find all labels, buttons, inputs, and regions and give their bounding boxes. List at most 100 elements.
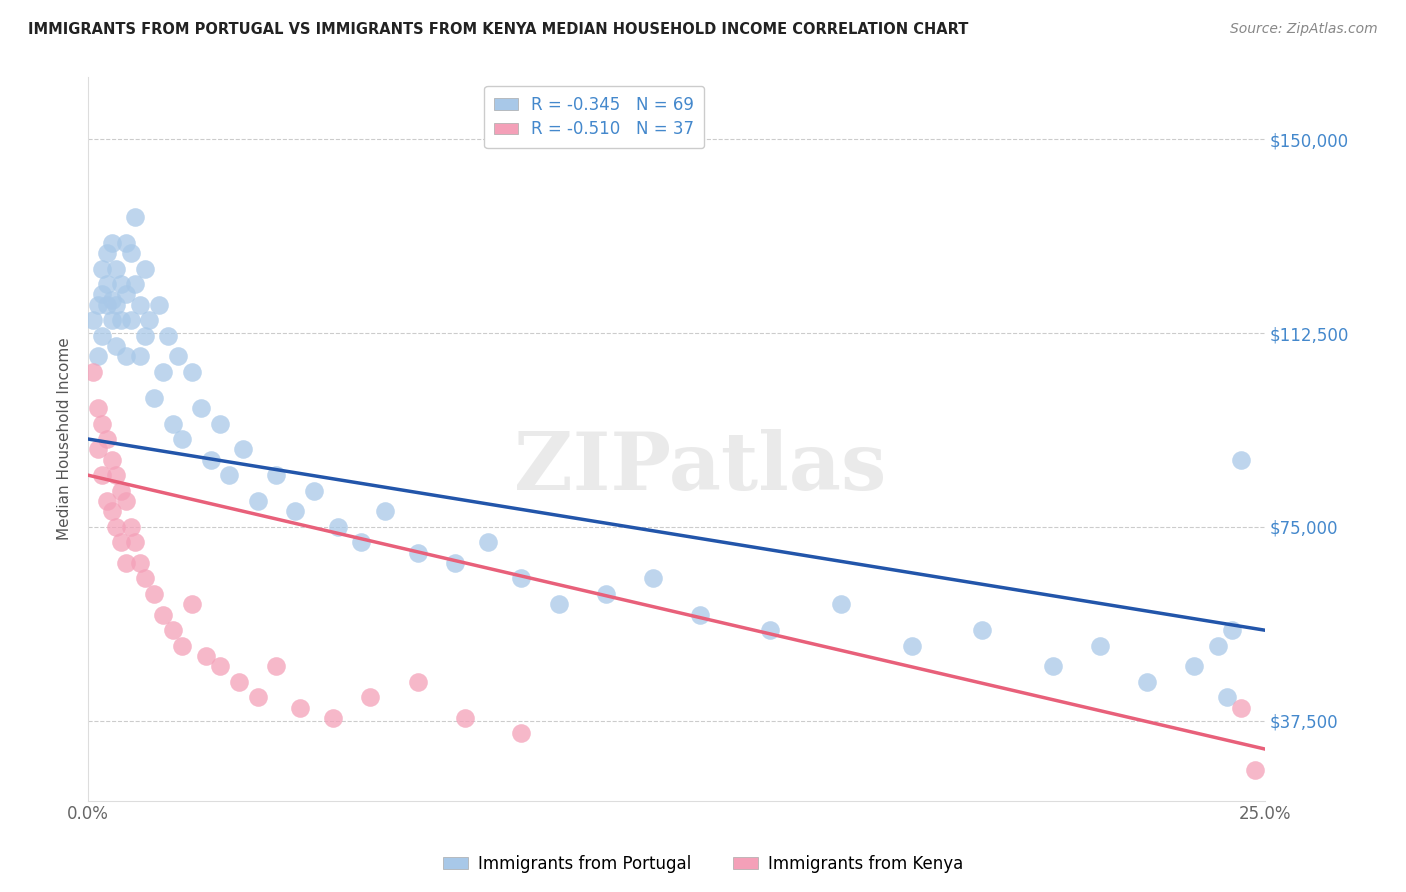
Point	[152, 365, 174, 379]
Point	[406, 674, 429, 689]
Point	[100, 235, 122, 250]
Point	[302, 483, 325, 498]
Point	[172, 639, 194, 653]
Point	[129, 350, 152, 364]
Text: ZIPatlas: ZIPatlas	[513, 429, 886, 507]
Point	[82, 365, 104, 379]
Point	[86, 298, 108, 312]
Point	[510, 726, 533, 740]
Point	[246, 690, 269, 705]
Point	[972, 623, 994, 637]
Point	[114, 350, 136, 364]
Point	[100, 293, 122, 307]
Point	[96, 277, 118, 291]
Point	[360, 690, 382, 705]
Point	[86, 350, 108, 364]
Point	[110, 535, 132, 549]
Point	[120, 246, 142, 260]
Point	[641, 572, 664, 586]
Point	[129, 556, 152, 570]
Point	[134, 328, 156, 343]
Point	[152, 607, 174, 622]
Point	[1220, 623, 1243, 637]
Point	[110, 313, 132, 327]
Point	[322, 711, 344, 725]
Point	[110, 277, 132, 291]
Point	[830, 597, 852, 611]
Point	[124, 535, 146, 549]
Point	[218, 468, 240, 483]
Point	[105, 339, 128, 353]
Point	[1230, 700, 1253, 714]
Point	[114, 494, 136, 508]
Point	[96, 432, 118, 446]
Point	[453, 711, 475, 725]
Point	[1182, 659, 1205, 673]
Point	[208, 659, 231, 673]
Point	[759, 623, 782, 637]
Point	[100, 452, 122, 467]
Point	[91, 328, 114, 343]
Point	[138, 313, 160, 327]
Point	[228, 674, 250, 689]
Point	[284, 504, 307, 518]
Point	[1088, 639, 1111, 653]
Point	[1042, 659, 1064, 673]
Point	[689, 607, 711, 622]
Point	[477, 535, 499, 549]
Point	[172, 432, 194, 446]
Point	[114, 235, 136, 250]
Point	[120, 520, 142, 534]
Point	[134, 261, 156, 276]
Point	[1244, 763, 1267, 777]
Point	[86, 401, 108, 415]
Point	[208, 417, 231, 431]
Point	[96, 246, 118, 260]
Point	[1136, 674, 1159, 689]
Point	[105, 298, 128, 312]
Point	[91, 261, 114, 276]
Point	[266, 468, 288, 483]
Point	[1206, 639, 1229, 653]
Point	[96, 494, 118, 508]
Point	[143, 587, 166, 601]
Point	[444, 556, 467, 570]
Point	[129, 298, 152, 312]
Text: IMMIGRANTS FROM PORTUGAL VS IMMIGRANTS FROM KENYA MEDIAN HOUSEHOLD INCOME CORREL: IMMIGRANTS FROM PORTUGAL VS IMMIGRANTS F…	[28, 22, 969, 37]
Point	[82, 313, 104, 327]
Point	[124, 277, 146, 291]
Point	[143, 391, 166, 405]
Point	[91, 417, 114, 431]
Point	[91, 287, 114, 301]
Point	[194, 648, 217, 663]
Point	[120, 313, 142, 327]
Point	[1216, 690, 1239, 705]
Y-axis label: Median Household Income: Median Household Income	[58, 338, 72, 541]
Point	[105, 468, 128, 483]
Point	[166, 350, 188, 364]
Point	[547, 597, 569, 611]
Point	[200, 452, 222, 467]
Point	[266, 659, 288, 673]
Point	[91, 468, 114, 483]
Point	[900, 639, 922, 653]
Point	[105, 520, 128, 534]
Point	[148, 298, 170, 312]
Point	[350, 535, 373, 549]
Point	[246, 494, 269, 508]
Legend: Immigrants from Portugal, Immigrants from Kenya: Immigrants from Portugal, Immigrants fro…	[436, 848, 970, 880]
Point	[110, 483, 132, 498]
Point	[105, 261, 128, 276]
Point	[134, 572, 156, 586]
Point	[510, 572, 533, 586]
Point	[162, 417, 184, 431]
Point	[326, 520, 349, 534]
Point	[190, 401, 212, 415]
Point	[124, 210, 146, 224]
Point	[232, 442, 254, 457]
Point	[114, 556, 136, 570]
Point	[162, 623, 184, 637]
Legend: R = -0.345   N = 69, R = -0.510   N = 37: R = -0.345 N = 69, R = -0.510 N = 37	[484, 86, 704, 148]
Point	[595, 587, 617, 601]
Text: Source: ZipAtlas.com: Source: ZipAtlas.com	[1230, 22, 1378, 37]
